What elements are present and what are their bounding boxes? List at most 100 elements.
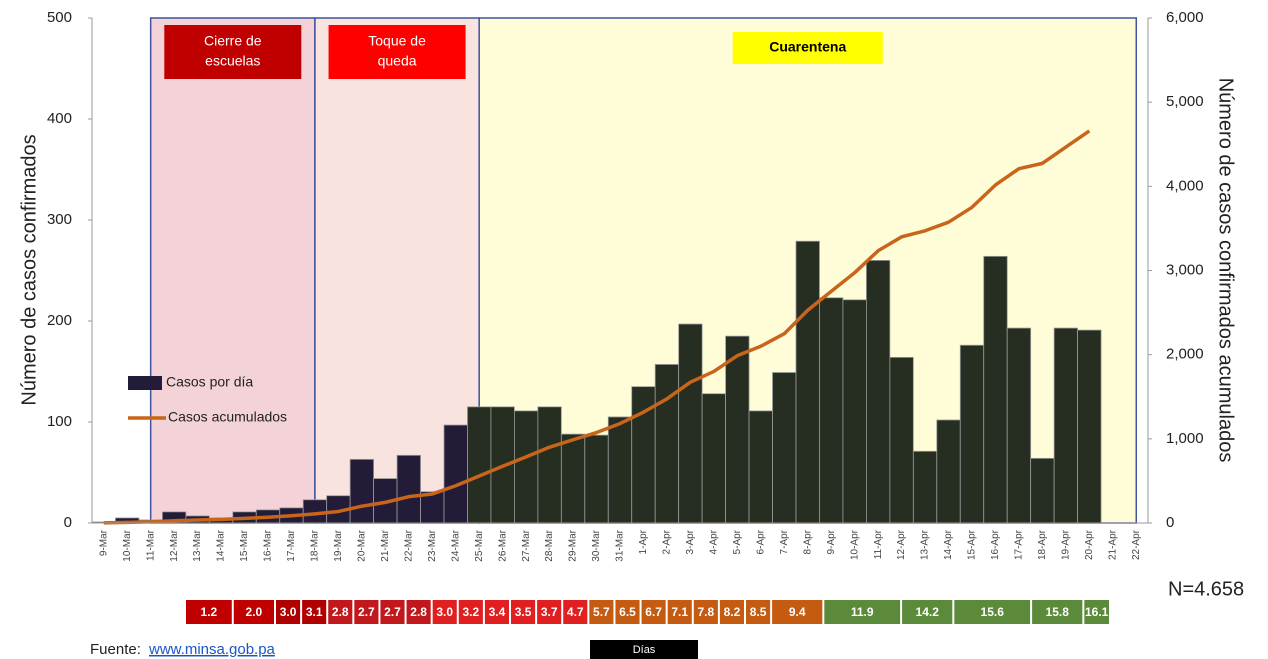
region-label-box [328,25,466,79]
source-link[interactable]: www.minsa.gob.pa [148,641,276,658]
x-tick-label: 15-Apr [967,529,978,560]
x-tick-label: 9-Apr [826,529,837,554]
doubling-label: 3.2 [462,605,479,619]
bar [842,299,867,524]
legend-swatch [128,376,162,390]
bar [560,433,586,524]
x-tick-label: 12-Apr [896,529,907,560]
bar [349,458,374,524]
x-tick-label: 31-Mar [615,529,626,561]
doubling-box [354,600,379,624]
doubling-box [406,600,431,624]
doubling-box [458,600,483,624]
x-tick-label: 29-Mar [568,529,579,561]
doubling-title: Días [633,644,656,656]
x-tick-label: 4-Apr [709,529,720,554]
doubling-box [484,600,509,624]
x-tick-label: 23-Mar [427,529,438,561]
bar [819,297,844,524]
doubling-label: 2.7 [358,605,375,619]
bar [678,323,703,524]
region-label: Cuarentena [769,39,846,55]
x-tick-label: 1-Apr [638,529,649,554]
bar [1077,329,1102,524]
doubling-label: 15.8 [1046,605,1070,619]
bar [443,424,468,524]
doubling-box [667,600,692,624]
doubling-box [902,600,953,624]
x-tick-label: 21-Mar [380,529,391,561]
x-tick-label: 22-Apr [1131,529,1142,560]
doubling-box [328,600,353,624]
x-tick-label: 9-Mar [98,529,109,556]
x-tick-label: 25-Mar [474,529,485,561]
y-tick-label: 0 [64,514,72,531]
bar [701,393,727,524]
doubling-box [589,600,614,624]
bar [983,255,1008,524]
x-tick-label: 22-Mar [403,529,414,561]
doubling-box [511,600,536,624]
x-tick-label: 11-Apr [873,529,884,559]
bar [959,344,985,524]
doubling-box [432,600,457,624]
y-tick-label: 100 [47,413,72,430]
x-tick-label: 14-Mar [216,529,227,561]
x-tick-label: 20-Apr [1084,529,1095,560]
x-tick-label: 3-Apr [685,529,696,554]
doubling-label: 16.1 [1085,605,1109,619]
doubling-label: 3.7 [541,605,558,619]
y2-tick-label: 4,000 [1166,177,1204,194]
doubling-label: 8.5 [750,605,767,619]
bar [889,356,914,524]
x-tick-label: 24-Mar [450,529,461,561]
doubling-label: 1.2 [201,605,218,619]
y2-tick-label: 6,000 [1166,9,1204,26]
doubling-label: 3.4 [489,605,506,619]
x-tick-label: 19-Apr [1061,529,1072,560]
doubling-label: 2.8 [410,605,427,619]
y-tick-label: 400 [47,110,72,127]
x-tick-label: 16-Apr [990,529,1001,560]
doubling-label: 3.1 [306,605,323,619]
bar [1006,327,1032,524]
doubling-box [233,600,274,624]
doubling-box [186,600,232,624]
doubling-box [693,600,718,624]
doubling-box [615,600,640,624]
x-tick-label: 21-Apr [1107,529,1118,560]
x-tick-label: 26-Mar [497,529,508,561]
x-tick-label: 15-Mar [239,529,250,561]
x-tick-label: 2-Apr [662,529,673,554]
doubling-box [954,600,1031,624]
doubling-label: 15.6 [981,605,1005,619]
doubling-box [641,600,666,624]
doubling-label: 6.5 [619,605,636,619]
bar [1053,327,1078,524]
bar [584,434,609,524]
x-tick-label: 17-Mar [286,529,297,561]
doubling-box [563,600,588,624]
doubling-box [824,600,901,624]
x-tick-label: 28-Mar [544,529,555,561]
line [103,129,1091,525]
doubling-box [537,600,562,624]
x-tick-label: 14-Apr [943,529,954,560]
doubling-label: 9.4 [789,605,806,619]
x-tick-label: 8-Apr [802,529,813,554]
legend-label: Casos acumulados [168,409,287,425]
region-label: Cierre de [204,33,262,49]
bar [748,410,773,524]
x-tick-label: 11-Mar [145,529,156,561]
bar [467,406,492,524]
doubling-label: 11.9 [851,605,874,619]
x-tick-label: 13-Apr [920,529,931,560]
y2-tick-label: 0 [1166,514,1174,531]
bar [795,240,820,524]
x-tick-label: 13-Mar [192,529,203,561]
doubling-label: 6.7 [645,605,662,619]
doubling-label: 2.7 [384,605,401,619]
bar [1030,457,1055,524]
bar [936,419,961,524]
